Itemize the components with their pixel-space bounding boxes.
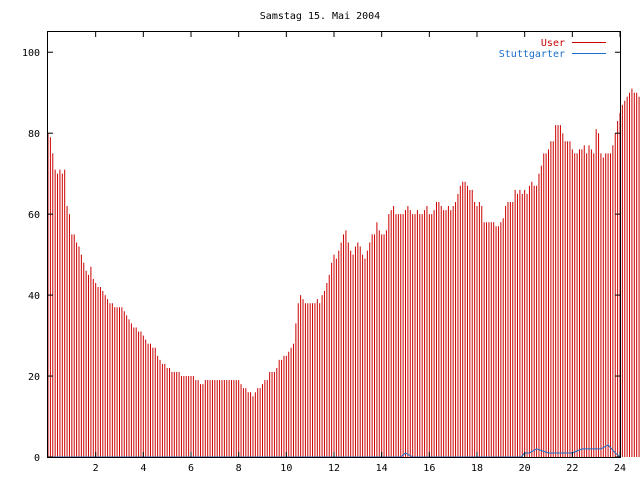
x-tick-label: 20 xyxy=(519,463,531,474)
x-axis-ticks: 2 4 6 8 10 12 14 16 18 20 22 24 xyxy=(93,32,626,474)
y-tick-label: 60 xyxy=(28,210,40,221)
x-tick-label: 10 xyxy=(280,463,292,474)
legend-label-user: User xyxy=(541,38,565,49)
bars-group xyxy=(47,88,640,457)
y-axis-ticks: 0 20 40 60 80 100 xyxy=(22,48,620,464)
y-tick-label: 20 xyxy=(28,372,40,383)
series-line-stuttgarter xyxy=(48,444,621,458)
x-tick-label: 8 xyxy=(236,463,242,474)
chart-title: Samstag 15. Mai 2004 xyxy=(260,11,380,22)
x-tick-label: 2 xyxy=(93,463,99,474)
x-tick-label: 12 xyxy=(328,463,340,474)
x-tick-label: 6 xyxy=(188,463,194,474)
x-tick-label: 22 xyxy=(566,463,578,474)
y-tick-label: 100 xyxy=(22,48,40,59)
plot-frame xyxy=(47,31,621,458)
y-tick-label: 80 xyxy=(28,129,40,140)
x-tick-label: 18 xyxy=(471,463,483,474)
x-tick-label: 4 xyxy=(140,463,146,474)
legend-label-stuttgarter: Stuttgarter xyxy=(499,49,565,60)
x-tick-label: 24 xyxy=(614,463,626,474)
y-tick-label: 40 xyxy=(28,291,40,302)
x-tick-label: 16 xyxy=(423,463,435,474)
legend: User Stuttgarter xyxy=(499,38,606,60)
y-tick-label: 0 xyxy=(34,453,40,464)
x-tick-label: 14 xyxy=(376,463,388,474)
